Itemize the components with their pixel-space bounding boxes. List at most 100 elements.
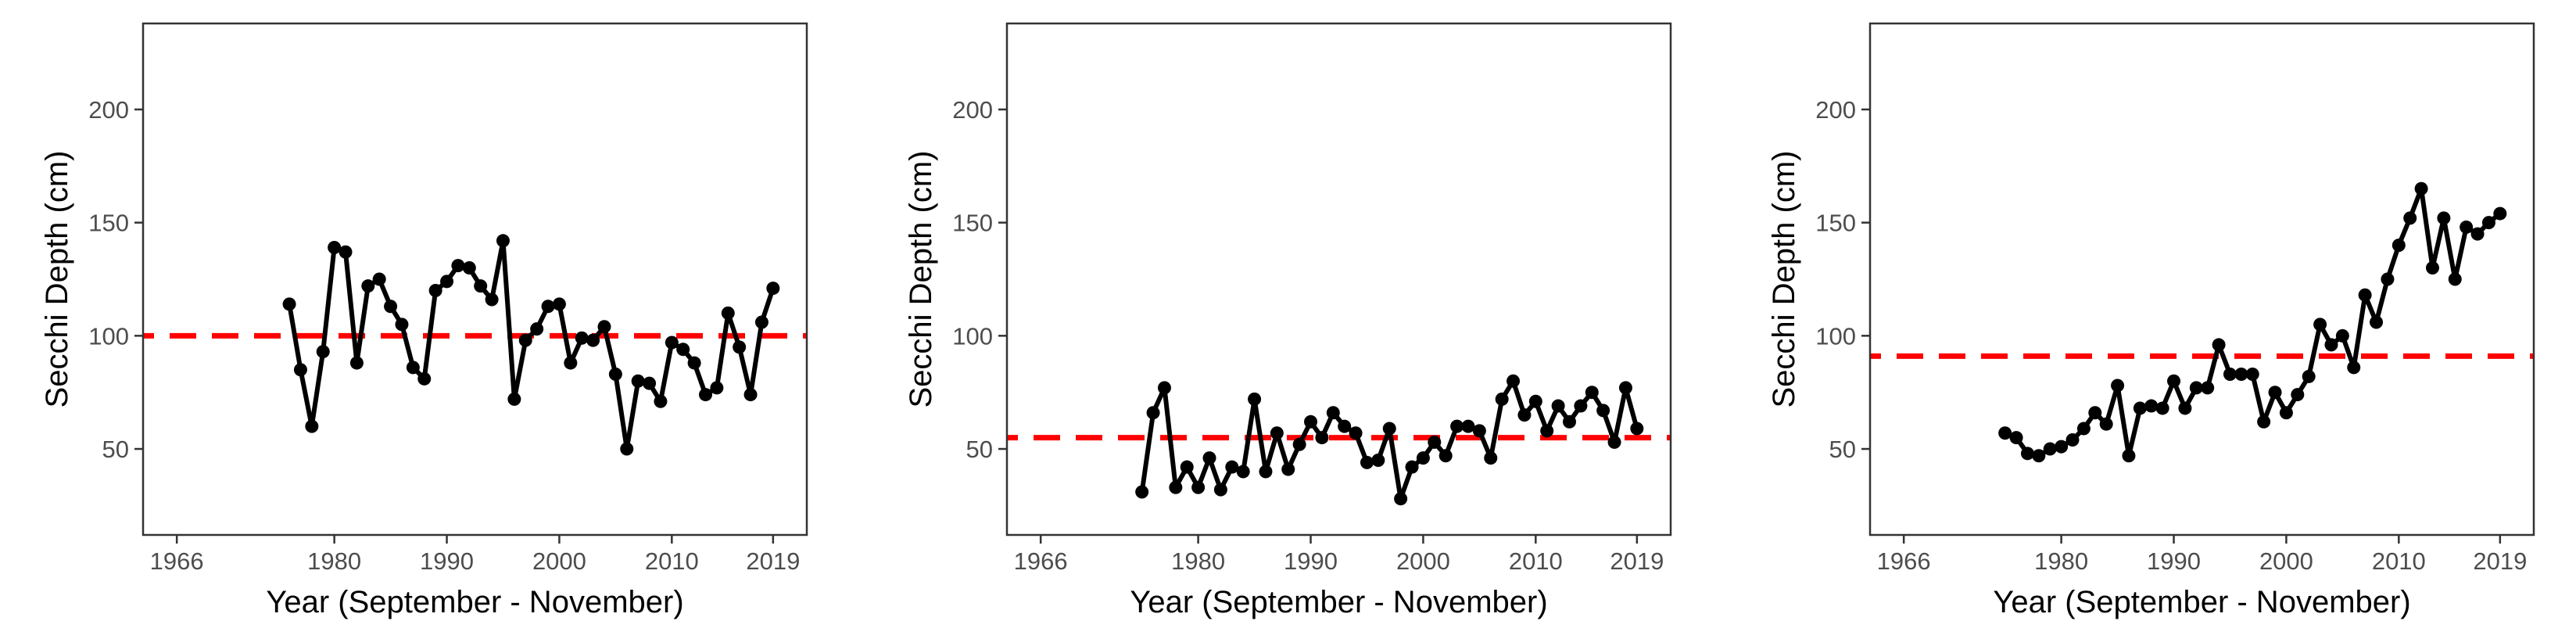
x-tick-label: 2000 — [532, 547, 586, 575]
data-point — [1180, 460, 1194, 474]
y-tick-label: 50 — [102, 436, 129, 463]
data-point — [2403, 211, 2417, 225]
y-tick-label: 50 — [966, 436, 993, 463]
y-tick-label: 150 — [1815, 210, 1856, 237]
data-point — [1551, 399, 1565, 413]
data-point — [361, 279, 375, 293]
data-point — [2189, 381, 2203, 395]
data-point — [339, 245, 353, 259]
data-point — [2347, 361, 2361, 375]
data-point — [282, 297, 296, 311]
x-tick-label: 1966 — [1014, 547, 1068, 575]
data-point — [1596, 404, 1610, 418]
data-point — [406, 361, 420, 375]
y-tick-label: 150 — [88, 210, 129, 237]
x-tick-label: 2019 — [746, 547, 800, 575]
panel-border — [142, 22, 808, 536]
data-point — [1169, 480, 1183, 494]
data-point — [698, 388, 712, 402]
data-point — [1349, 426, 1363, 440]
x-tick-label: 1990 — [2147, 547, 2201, 575]
data-point — [1394, 492, 1408, 506]
data-point — [2291, 388, 2305, 402]
x-tick-label: 2019 — [1610, 547, 1664, 575]
data-point — [384, 300, 398, 314]
y-tick-label: 100 — [88, 322, 129, 350]
y-axis-title: Secchi Depth (cm) — [40, 151, 74, 408]
data-point — [1236, 465, 1250, 479]
data-point — [2212, 338, 2226, 352]
data-point — [474, 279, 488, 293]
x-tick-label: 2019 — [2473, 547, 2527, 575]
data-point — [2425, 261, 2439, 275]
x-tick-label: 2000 — [1396, 547, 1450, 575]
data-point — [2155, 401, 2169, 415]
data-point — [2167, 374, 2181, 388]
y-tick-label: 100 — [952, 322, 993, 350]
x-tick-label: 1966 — [150, 547, 204, 575]
data-point — [2055, 440, 2069, 454]
data-point — [1248, 392, 1262, 406]
data-point — [1540, 424, 1554, 438]
data-point — [2122, 449, 2136, 463]
x-tick-label: 1980 — [307, 547, 361, 575]
data-point — [2144, 399, 2159, 413]
data-point — [316, 345, 330, 359]
data-point — [1484, 451, 1498, 465]
data-point — [1259, 465, 1273, 479]
data-point — [2335, 328, 2349, 343]
x-axis-title: Year (September - November) — [1993, 585, 2410, 619]
x-tick-label: 1966 — [1877, 547, 1931, 575]
data-point — [597, 320, 611, 334]
data-point — [2088, 406, 2102, 420]
data-point — [395, 318, 409, 332]
data-point — [2370, 315, 2384, 329]
data-point — [1507, 374, 1521, 388]
data-point — [1574, 399, 1588, 413]
data-point — [631, 374, 645, 388]
data-point — [2032, 449, 2046, 463]
y-tick-label: 50 — [1829, 436, 1856, 463]
data-point — [2223, 368, 2237, 382]
data-point — [1428, 435, 1442, 449]
data-point — [1135, 485, 1149, 499]
panel-border — [1868, 22, 2535, 536]
data-point — [1630, 422, 1644, 436]
x-tick-label: 1990 — [1284, 547, 1338, 575]
data-point — [2245, 368, 2259, 382]
data-point — [1517, 408, 1532, 422]
y-tick-label: 200 — [1815, 96, 1856, 124]
data-point — [1202, 451, 1216, 465]
data-point — [428, 283, 442, 297]
x-tick-label: 1990 — [420, 547, 474, 575]
data-point — [2324, 338, 2338, 352]
data-point — [2234, 368, 2248, 382]
data-point — [710, 381, 724, 395]
data-point — [2133, 401, 2147, 415]
data-point — [372, 272, 386, 286]
data-point — [1461, 419, 1475, 433]
data-point — [507, 392, 521, 406]
y-tick-label: 100 — [1815, 322, 1856, 350]
data-point — [1281, 462, 1295, 476]
data-point — [743, 388, 758, 402]
data-point — [2020, 447, 2034, 461]
data-point — [676, 343, 690, 357]
data-point — [541, 300, 555, 314]
data-point — [496, 234, 510, 248]
chart-panel-3: 50 100 150 200 1966 1980 1990 2000 2010 2019 Year … — [1767, 22, 2535, 619]
x-tick-label: 1980 — [1171, 547, 1225, 575]
x-axis-title: Year (September - November) — [266, 585, 683, 619]
data-point — [2257, 414, 2271, 429]
data-point — [1495, 392, 1509, 406]
data-point — [1360, 455, 1374, 469]
y-tick-label: 200 — [952, 96, 993, 124]
data-point — [1382, 422, 1396, 436]
data-point — [608, 368, 622, 382]
data-point — [1270, 426, 1284, 440]
data-point — [654, 394, 668, 408]
data-point — [2201, 381, 2215, 395]
data-point — [2279, 406, 2293, 420]
